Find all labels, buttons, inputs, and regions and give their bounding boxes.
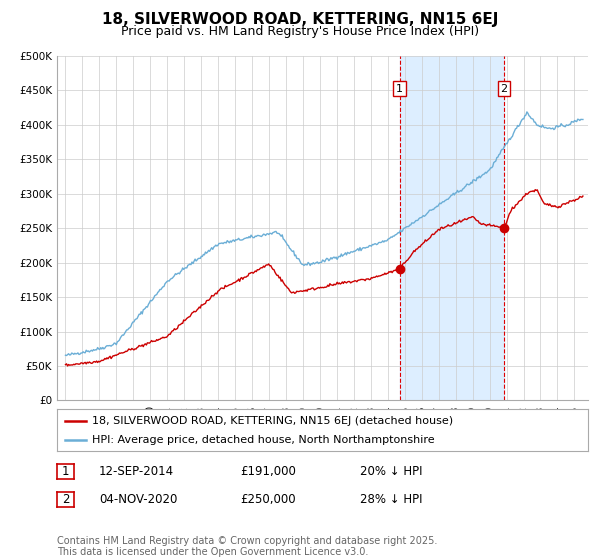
Text: 04-NOV-2020: 04-NOV-2020 (99, 493, 178, 506)
Text: 18, SILVERWOOD ROAD, KETTERING, NN15 6EJ: 18, SILVERWOOD ROAD, KETTERING, NN15 6EJ (102, 12, 498, 27)
Bar (400, 56, 504, 400)
Text: 1: 1 (62, 465, 69, 478)
Text: HPI: Average price, detached house, North Northamptonshire: HPI: Average price, detached house, Nort… (92, 435, 434, 445)
Text: £250,000: £250,000 (240, 493, 296, 506)
Text: Price paid vs. HM Land Registry's House Price Index (HPI): Price paid vs. HM Land Registry's House … (121, 25, 479, 38)
Text: 2: 2 (500, 83, 508, 94)
Text: Contains HM Land Registry data © Crown copyright and database right 2025.
This d: Contains HM Land Registry data © Crown c… (57, 535, 437, 557)
Text: 20% ↓ HPI: 20% ↓ HPI (360, 465, 422, 478)
Text: 28% ↓ HPI: 28% ↓ HPI (360, 493, 422, 506)
Text: £191,000: £191,000 (240, 465, 296, 478)
Text: 18, SILVERWOOD ROAD, KETTERING, NN15 6EJ (detached house): 18, SILVERWOOD ROAD, KETTERING, NN15 6EJ… (92, 416, 452, 426)
Text: 12-SEP-2014: 12-SEP-2014 (99, 465, 174, 478)
Text: 1: 1 (396, 83, 403, 94)
Text: 2: 2 (62, 493, 69, 506)
